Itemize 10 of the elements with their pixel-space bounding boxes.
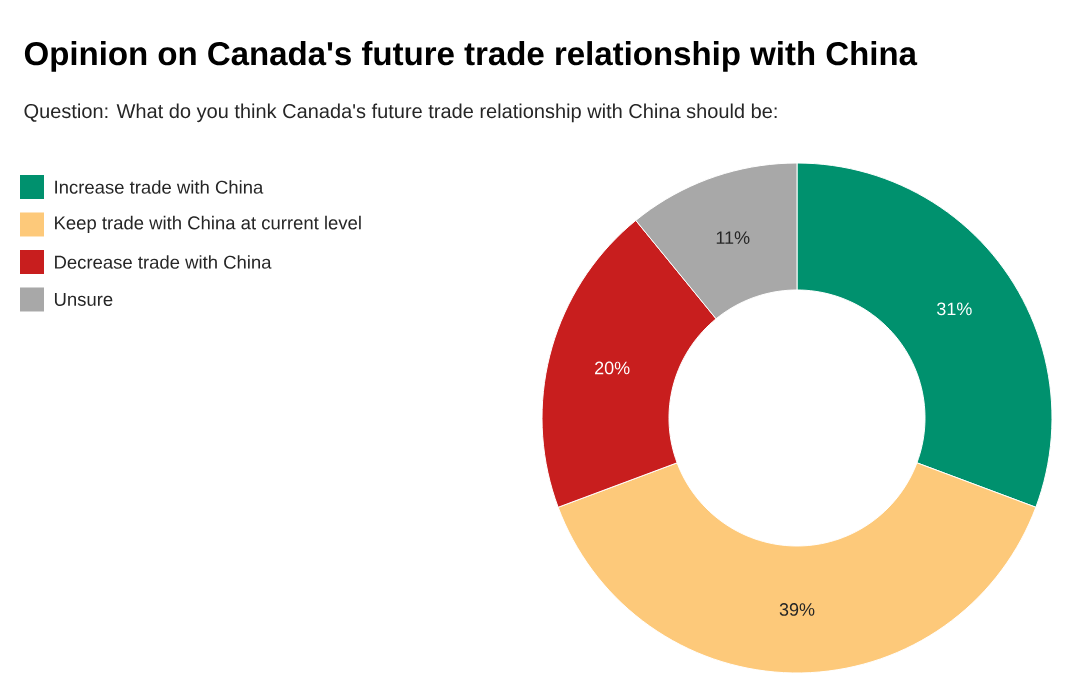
legend-label: Keep trade with China at current level (55, 215, 361, 234)
chart-subtitle: Question: What do you think Canada's future trade relationship with China should be: (24, 103, 777, 123)
chart-title: Opinion on Canada's future trade relationship with China (24, 41, 918, 72)
data-label: 39% (779, 603, 815, 616)
data-label: 20% (595, 361, 630, 375)
data-label: 11% (716, 231, 750, 244)
legend-label: Unsure (54, 293, 113, 306)
data-label: 31% (937, 302, 972, 316)
legend-label: Increase trade with China (55, 180, 264, 194)
legend-label: Decrease trade with China (55, 255, 272, 269)
